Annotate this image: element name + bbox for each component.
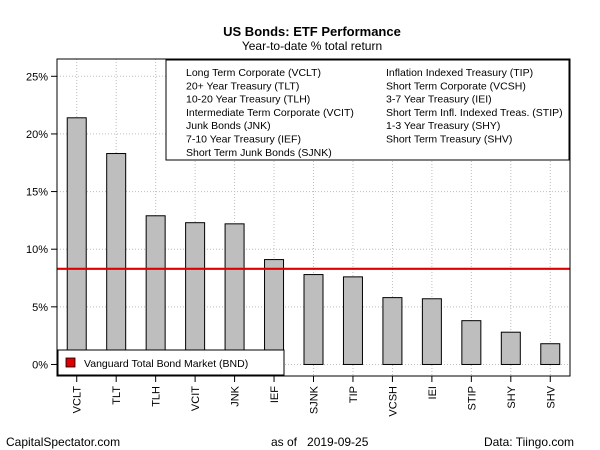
y-tick-label: 5% [32, 302, 48, 314]
legend-entry: 20+ Year Treasury (TLT) [186, 80, 299, 92]
bar [382, 297, 403, 365]
bar [303, 274, 324, 365]
bar [264, 259, 285, 365]
legend-entry: Long Term Corporate (VCLT) [186, 67, 321, 79]
legend-entry: 1-3 Year Treasury (SHY) [386, 120, 500, 132]
x-tick-label: STIP [466, 386, 478, 410]
x-tick-label: TLT [111, 386, 123, 405]
x-tick-label: SJNK [309, 385, 321, 414]
y-tick-label: 25% [26, 71, 48, 83]
x-axis: VCLT TLT TLH VCIT JNK IEF SJNK TIP VCSH IEI STIP SH… [72, 376, 557, 417]
legend-entry: 7-10 Year Treasury (IEF) [186, 134, 301, 146]
bars [66, 117, 561, 365]
bar [66, 117, 87, 365]
y-tick-label: 20% [26, 129, 48, 141]
bar [342, 276, 363, 365]
reference-legend: Vanguard Total Bond Market (BND) [57, 349, 285, 376]
x-tick-label: SHV [545, 385, 557, 408]
footer-left: CapitalSpectator.com [6, 435, 120, 449]
x-tick-label: VCLT [72, 386, 84, 414]
reference-legend-label: Vanguard Total Bond Market (BND) [84, 358, 248, 370]
chart-title: US Bonds: ETF Performance [223, 24, 401, 39]
x-tick-label: TIP [348, 386, 360, 403]
bar [461, 320, 482, 365]
y-tick-label: 10% [26, 244, 48, 256]
y-tick-label: 15% [26, 187, 48, 199]
chart-subtitle: Year-to-date % total return [242, 39, 382, 53]
reference-legend-box [57, 349, 285, 376]
legend-entry: Short Term Infl. Indexed Treas. (STIP) [386, 107, 563, 119]
legend-entry: Short Term Corporate (VCSH) [386, 80, 526, 92]
y-tick-label: 0% [32, 359, 48, 371]
x-tick-label: VCSH [387, 386, 399, 417]
legend-entry: Junk Bonds (JNK) [186, 120, 271, 132]
bar [185, 222, 206, 365]
footer-center: as of 2019-09-25 [271, 435, 369, 449]
legend-entry: Short Term Treasury (SHV) [386, 134, 512, 146]
bar [421, 298, 442, 365]
footer-right: Data: Tiingo.com [484, 435, 574, 449]
bar [106, 153, 127, 365]
legend-entry: 10-20 Year Treasury (TLH) [186, 94, 310, 106]
legend-entry: Intermediate Term Corporate (VCIT) [186, 107, 354, 119]
x-tick-label: JNK [230, 385, 242, 406]
x-tick-label: IEF [269, 386, 281, 403]
reference-legend-swatch [65, 357, 76, 368]
x-tick-label: TLH [151, 386, 163, 407]
bar [145, 215, 166, 365]
plot-frame [56, 58, 571, 377]
legend-entry: Inflation Indexed Treasury (TIP) [386, 67, 533, 79]
legend-entry: 3-7 Year Treasury (IEI) [386, 94, 492, 106]
x-tick-label: SHY [506, 385, 518, 408]
bar [500, 331, 521, 365]
legend-box [165, 59, 570, 161]
x-tick-label: IEI [427, 386, 439, 399]
bar [224, 223, 245, 365]
x-tick-label: VCIT [190, 386, 202, 411]
legend: Long Term Corporate (VCLT)20+ Year Treas… [165, 59, 570, 161]
y-axis: 0% 5% 10% 15% 20% 25% [26, 71, 57, 371]
bar [540, 343, 561, 365]
legend-entry: Short Term Junk Bonds (SJNK) [186, 147, 332, 159]
